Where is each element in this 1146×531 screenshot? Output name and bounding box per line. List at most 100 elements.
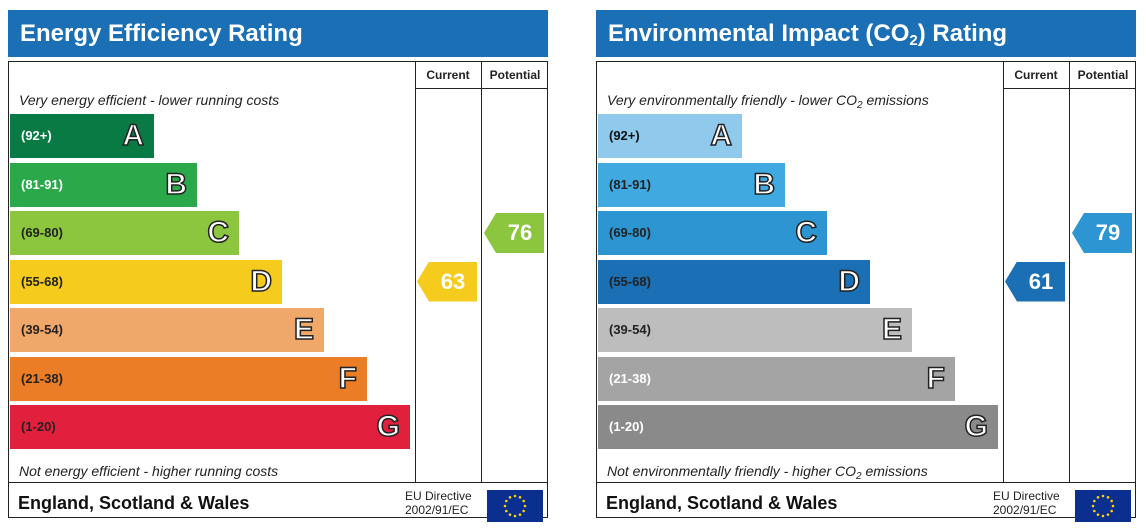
env-current-rating-arrow: 61: [1005, 261, 1065, 302]
env-title-bar: Environmental Impact (CO2) Rating: [596, 10, 1136, 57]
eu-star-icon: [1101, 514, 1105, 518]
energy-band-b: (81-91) B: [10, 162, 197, 207]
eu-star-icon: [505, 499, 508, 503]
energy-band-c: (69-80) C: [10, 211, 239, 255]
energy-divider-potential: [481, 62, 482, 482]
env-directive: EU Directive 2002/91/EC: [993, 489, 1060, 517]
env-band-range: (1-20): [609, 419, 644, 434]
env-band-g: (1-20) G: [598, 405, 998, 449]
energy-band-range: (39-54): [21, 322, 63, 337]
env-header-line: [1003, 88, 1136, 89]
energy-band-range: (21-38): [21, 370, 63, 386]
energy-title: Energy Efficiency Rating: [20, 20, 303, 47]
eu-star-icon: [1096, 513, 1100, 516]
eu-star-icon: [513, 494, 517, 498]
env-band-a: (92+) A: [598, 114, 742, 158]
environmental-impact-panel: Environmental Impact (CO2) Rating Curren…: [596, 10, 1136, 522]
eu-star-icon: [522, 499, 525, 503]
env-band-range: (69-80): [609, 225, 651, 240]
eu-star-icon: [523, 504, 527, 508]
energy-band-range: (69-80): [21, 225, 63, 240]
env-directive-line1: EU Directive: [993, 489, 1060, 503]
energy-divider-current: [415, 62, 416, 482]
energy-band-range: (1-20): [21, 419, 56, 434]
env-directive-line2: 2002/91/EC: [993, 503, 1057, 517]
env-title-main: Environmental Impact (CO: [608, 20, 910, 47]
env-top-caption-sub: 2: [857, 100, 863, 111]
energy-directive-line2: 2002/91/EC: [405, 503, 469, 517]
env-footer-region: England, Scotland & Wales: [606, 493, 838, 513]
eu-star-icon: [1093, 499, 1096, 503]
eu-star-icon: [1096, 496, 1100, 499]
env-band-c: (69-80) C: [598, 211, 827, 255]
eu-star-icon: [508, 513, 512, 516]
eu-star-icon: [518, 496, 522, 499]
eu-star-icon: [513, 514, 517, 518]
env-band-letter: D: [838, 264, 861, 299]
eu-star-icon: [1110, 499, 1113, 503]
env-band-letter: A: [710, 118, 733, 153]
env-divider-current: [1003, 62, 1004, 482]
env-top-caption-main: Very environmentally friendly - lower CO: [607, 92, 858, 108]
env-band-d: (55-68) D: [598, 259, 870, 304]
env-top-caption: Very environmentally friendly - lower CO…: [607, 92, 929, 111]
eu-flag-icon: [1075, 490, 1131, 522]
energy-band-letter: A: [122, 118, 145, 153]
env-band-range: (81-91): [609, 176, 651, 192]
energy-directive: EU Directive 2002/91/EC: [405, 489, 472, 517]
energy-band-letter: D: [250, 264, 273, 299]
energy-band-letter: F: [338, 361, 358, 396]
env-band-range: (39-54): [609, 322, 651, 337]
eu-star-icon: [1101, 494, 1105, 498]
eu-star-icon: [505, 509, 508, 513]
env-bottom-caption-main: Not environmentally friendly - higher CO: [607, 463, 856, 479]
env-bottom-caption: Not environmentally friendly - higher CO…: [607, 463, 928, 482]
energy-current-rating-arrow: 63: [417, 261, 477, 302]
energy-band-range: (92+): [21, 128, 52, 143]
eu-star-icon: [508, 496, 512, 499]
energy-band-a: (92+) A: [10, 114, 154, 158]
eu-star-icon: [1111, 504, 1115, 508]
env-band-letter: E: [881, 312, 903, 347]
energy-band-letter: B: [165, 167, 188, 202]
env-band-f: (21-38) F: [598, 356, 955, 401]
energy-band-f: (21-38) F: [10, 356, 367, 401]
env-top-caption-tail: emissions: [862, 92, 929, 108]
eu-star-icon: [1106, 496, 1110, 499]
env-band-letter: B: [753, 167, 776, 202]
env-footer-line: [597, 482, 1135, 483]
eu-star-icon: [1110, 509, 1113, 513]
energy-band-g: (1-20) G: [10, 405, 410, 449]
env-band-range: (92+): [609, 128, 640, 143]
env-title-tail: ) Rating: [917, 20, 1008, 47]
energy-band-letter: G: [376, 409, 401, 444]
env-bottom-caption-sub: 2: [856, 471, 862, 482]
env-potential-rating-arrow: 79: [1072, 213, 1132, 253]
env-band-letter: F: [926, 361, 946, 396]
env-band-letter: G: [964, 409, 989, 444]
env-title-sub: 2: [909, 32, 918, 49]
env-band-b: (81-91) B: [598, 162, 785, 207]
energy-band-d: (55-68) D: [10, 259, 282, 304]
eu-star-icon: [522, 509, 525, 513]
env-bottom-caption-tail: emissions: [861, 463, 928, 479]
env-potential-header: Potential: [1077, 68, 1129, 82]
energy-band-range: (55-68): [21, 273, 63, 289]
energy-current-header: Current: [426, 68, 470, 82]
energy-band-range: (81-91): [21, 176, 63, 192]
eu-flag-icon: [487, 490, 543, 522]
energy-bottom-caption: Not energy efficient - higher running co…: [19, 463, 279, 479]
energy-band-letter: E: [293, 312, 315, 347]
energy-top-caption: Very energy efficient - lower running co…: [19, 92, 280, 108]
eu-star-icon: [503, 504, 507, 508]
eu-star-icon: [1106, 513, 1110, 516]
eu-star-icon: [1093, 509, 1096, 513]
eu-star-icon: [1091, 504, 1095, 508]
energy-footer-region: England, Scotland & Wales: [18, 493, 250, 513]
energy-efficiency-panel: Energy Efficiency Rating Current Potenti…: [8, 10, 548, 522]
env-chart-frame: Current Potential Very environmentally f…: [596, 61, 1136, 522]
energy-potential-rating-arrow: 76: [484, 213, 544, 253]
env-band-range: (55-68): [609, 273, 651, 289]
energy-title-bar: Energy Efficiency Rating: [8, 10, 548, 57]
energy-band-e: (39-54) E: [10, 308, 324, 352]
